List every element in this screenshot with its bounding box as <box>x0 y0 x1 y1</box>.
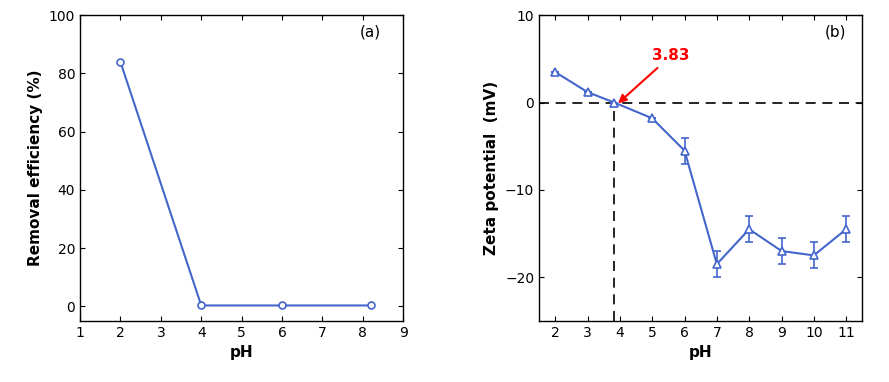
Y-axis label: Removal efficiency (%): Removal efficiency (%) <box>28 70 44 266</box>
Text: (a): (a) <box>359 24 380 39</box>
X-axis label: pH: pH <box>689 345 712 360</box>
Y-axis label: Zeta potential  (mV): Zeta potential (mV) <box>485 81 500 255</box>
Text: 3.83: 3.83 <box>620 48 690 102</box>
X-axis label: pH: pH <box>230 345 253 360</box>
Text: (b): (b) <box>825 24 846 39</box>
